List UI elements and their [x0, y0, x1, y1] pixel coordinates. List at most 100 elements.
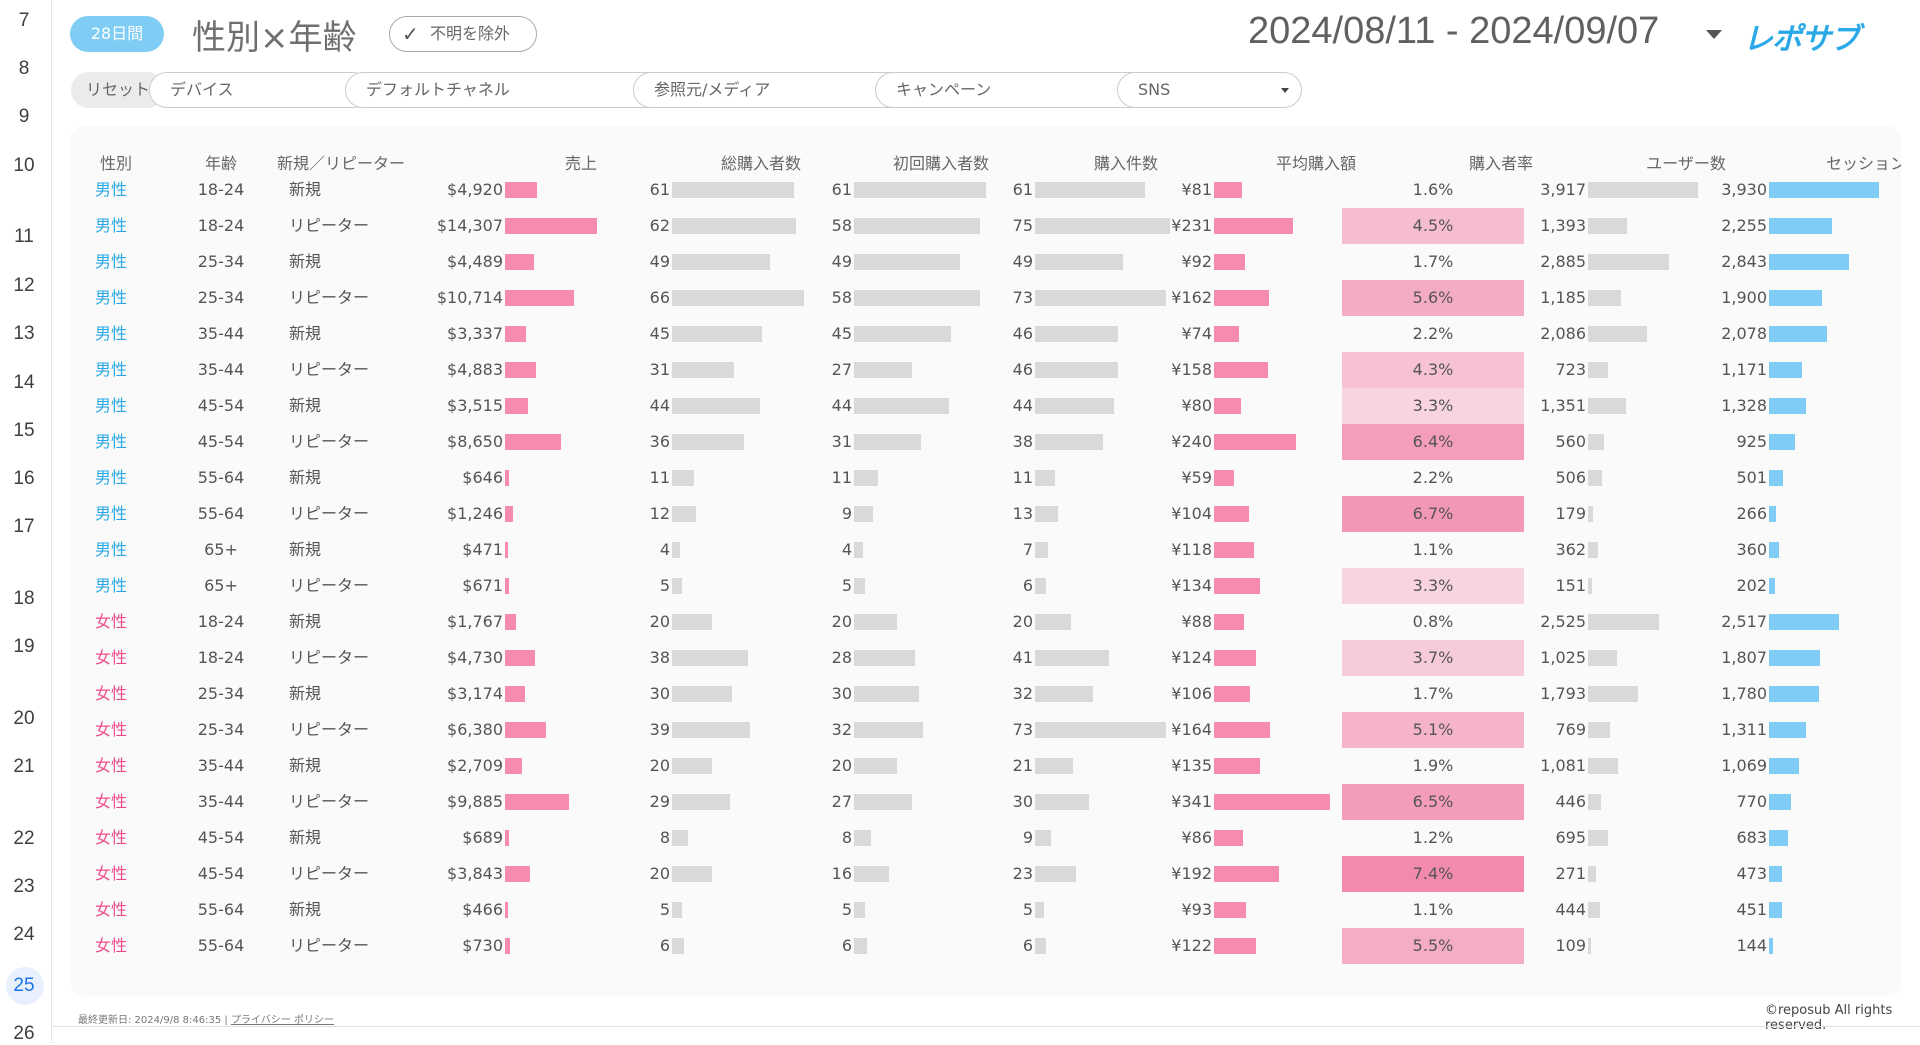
line-number[interactable]: 26: [13, 1023, 35, 1044]
data-table-card: 性別 年齢 新規／リピーター 売上 総購入者数 初回購入者数 購入件数 平均購入額 購入者率 ユー…: [71, 126, 1901, 996]
visitor-type-cell: 新規: [289, 324, 322, 343]
sales-cell: $8,650: [447, 432, 503, 451]
column-header[interactable]: 性別: [99, 154, 132, 173]
line-number[interactable]: 10: [13, 155, 35, 176]
table-row[interactable]: 女性 25-34 リピーター $6,380 39 32 73 ¥164 769 1,311 5.1%: [71, 712, 1901, 748]
table-row[interactable]: 男性 35-44 リピーター $4,883 31 27 46 ¥158 723 1,171 4.3%: [71, 352, 1901, 388]
table-row[interactable]: 男性 45-54 新規 $3,515 44 44 44 ¥80 1,351 1,328 3.3%: [71, 388, 1901, 424]
sales-bar: [505, 830, 509, 846]
line-number[interactable]: 21: [13, 756, 35, 777]
column-header[interactable]: 売上: [564, 154, 597, 173]
sales-cell: $3,337: [447, 324, 503, 343]
table-row[interactable]: 男性 18-24 新規 $4,920 61 61 61 ¥81 3,917 3,930 1.6%: [71, 172, 1901, 208]
channel-filter[interactable]: デフォルトチャネル: [345, 72, 675, 108]
buyers-cell: 38: [649, 648, 670, 667]
purchase-rate-cell: 3.3%: [1342, 388, 1524, 424]
column-header[interactable]: 新規／リピーター: [276, 154, 405, 173]
campaign-filter[interactable]: キャンペーン: [875, 72, 1152, 108]
device-filter[interactable]: デバイス: [149, 72, 371, 108]
buyers-bar: [672, 794, 730, 810]
column-header[interactable]: 平均購入額: [1275, 154, 1356, 173]
sales-bar: [505, 542, 508, 558]
visitor-type-cell: 新規: [289, 756, 322, 775]
avg-cell: ¥162: [1171, 288, 1212, 307]
first-cell: 30: [831, 684, 852, 703]
line-number[interactable]: 15: [13, 420, 35, 441]
table-row[interactable]: 男性 35-44 新規 $3,337 45 45 46 ¥74 2,086 2,078 2.2%: [71, 316, 1901, 352]
date-range[interactable]: 2024/08/11 - 2024/09/07: [1248, 10, 1660, 52]
purchase-rate-cell: 0.8%: [1412, 612, 1454, 631]
sessions-cell: 451: [1736, 900, 1767, 919]
table-row[interactable]: 男性 25-34 リピーター $10,714 66 58 73 ¥162 1,185 1,900 5…: [71, 280, 1901, 316]
purchases-bar: [1035, 218, 1170, 234]
column-header[interactable]: 購入件数: [1093, 154, 1158, 173]
first-cell: 6: [841, 936, 852, 955]
date-range-dropdown-icon[interactable]: [1706, 30, 1722, 39]
exclude-unknown-toggle[interactable]: ✓ 不明を除外: [389, 16, 537, 52]
line-number[interactable]: 23: [13, 876, 35, 897]
buyers-cell: 49: [649, 252, 670, 271]
line-number[interactable]: 19: [13, 636, 35, 657]
table-row[interactable]: 女性 35-44 リピーター $9,885 29 27 30 ¥341 446 770 6.5%: [71, 784, 1901, 820]
gender-cell: 男性: [95, 216, 128, 235]
sales-bar: [505, 470, 509, 486]
period-pill[interactable]: 28日間: [70, 16, 164, 52]
table-row[interactable]: 男性 45-54 リピーター $8,650 36 31 38 ¥240 560 925 6.4%: [71, 424, 1901, 460]
purchases-bar: [1035, 650, 1109, 666]
privacy-link[interactable]: プライバシー ポリシー: [230, 1015, 334, 1026]
purchases-cell: 73: [1012, 720, 1033, 739]
line-number[interactable]: 7: [18, 10, 30, 31]
sns-filter[interactable]: SNS: [1117, 72, 1302, 108]
sales-cell: $1,767: [447, 612, 503, 631]
purchases-bar: [1035, 722, 1166, 738]
line-number[interactable]: 20: [13, 708, 35, 729]
line-number[interactable]: 17: [13, 516, 35, 537]
table-row[interactable]: 女性 55-64 リピーター $730 6 6 6 ¥122 109 144 5.5%: [71, 928, 1901, 964]
table-row[interactable]: 男性 65+ リピーター $671 5 5 6 ¥134 151 202 3.3%: [71, 568, 1901, 604]
column-header[interactable]: 購入者率: [1468, 154, 1533, 173]
column-header[interactable]: 総購入者数: [720, 154, 801, 173]
purchases-cell: 38: [1012, 432, 1033, 451]
line-number[interactable]: 8: [18, 58, 30, 79]
table-row[interactable]: 女性 45-54 新規 $689 8 8 9 ¥86 695 683 1.2%: [71, 820, 1901, 856]
line-number[interactable]: 9: [18, 106, 30, 127]
table-row[interactable]: 女性 18-24 新規 $1,767 20 20 20 ¥88 2,525 2,517 0.8%: [71, 604, 1901, 640]
line-number[interactable]: 18: [13, 588, 35, 609]
gender-cell: 女性: [95, 720, 128, 739]
source-medium-filter[interactable]: 参照元/メディア: [633, 72, 910, 108]
column-header[interactable]: 初回購入者数: [892, 154, 989, 173]
users-bar: [1588, 254, 1669, 270]
avg-cell: ¥118: [1171, 540, 1212, 559]
table-row[interactable]: 女性 35-44 新規 $2,709 20 20 21 ¥135 1,081 1,069 1.9%: [71, 748, 1901, 784]
users-cell: 506: [1555, 468, 1586, 487]
purchases-cell: 30: [1012, 792, 1033, 811]
line-number[interactable]: 25: [13, 975, 35, 996]
table-row[interactable]: 女性 55-64 新規 $466 5 5 5 ¥93 444 451 1.1%: [71, 892, 1901, 928]
table-row[interactable]: 男性 65+ 新規 $471 4 4 7 ¥118 362 360 1.1%: [71, 532, 1901, 568]
visitor-type-cell: リピーター: [289, 864, 370, 883]
line-number[interactable]: 14: [13, 372, 35, 393]
column-header[interactable]: ユーザー数: [1646, 154, 1726, 173]
purchase-rate-cell: 1.7%: [1412, 684, 1454, 703]
table-row[interactable]: 男性 18-24 リピーター $14,307 62 58 75 ¥231 1,393 2,255 4…: [71, 208, 1901, 244]
purchase-rate-cell: 1.9%: [1412, 756, 1454, 775]
table-row[interactable]: 男性 55-64 新規 $646 11 11 11 ¥59 506 501 2.2%: [71, 460, 1901, 496]
table-row[interactable]: 男性 25-34 新規 $4,489 49 49 49 ¥92 2,885 2,843 1.7%: [71, 244, 1901, 280]
purchases-bar: [1035, 182, 1145, 198]
line-number[interactable]: 13: [13, 323, 35, 344]
table-row[interactable]: 女性 18-24 リピーター $4,730 38 28 41 ¥124 1,025 1,807 3.…: [71, 640, 1901, 676]
avg-cell: ¥88: [1181, 612, 1212, 631]
table-row[interactable]: 女性 25-34 新規 $3,174 30 30 32 ¥106 1,793 1,780 1.7%: [71, 676, 1901, 712]
line-number[interactable]: 16: [13, 468, 35, 489]
line-number[interactable]: 22: [13, 828, 35, 849]
table-row[interactable]: 女性 45-54 リピーター $3,843 20 16 23 ¥192 271 473 7.4%: [71, 856, 1901, 892]
first-cell: 9: [841, 504, 852, 523]
line-number[interactable]: 11: [14, 226, 34, 247]
column-header[interactable]: セッション: [1825, 154, 1901, 173]
page-title: 性別×年齢: [192, 18, 357, 58]
line-number[interactable]: 24: [13, 924, 35, 945]
table-row[interactable]: 男性 55-64 リピーター $1,246 12 9 13 ¥104 179 266 6.7%: [71, 496, 1901, 532]
buyers-bar: [672, 326, 762, 342]
line-number[interactable]: 12: [13, 275, 35, 296]
column-header[interactable]: 年齢: [204, 154, 237, 173]
